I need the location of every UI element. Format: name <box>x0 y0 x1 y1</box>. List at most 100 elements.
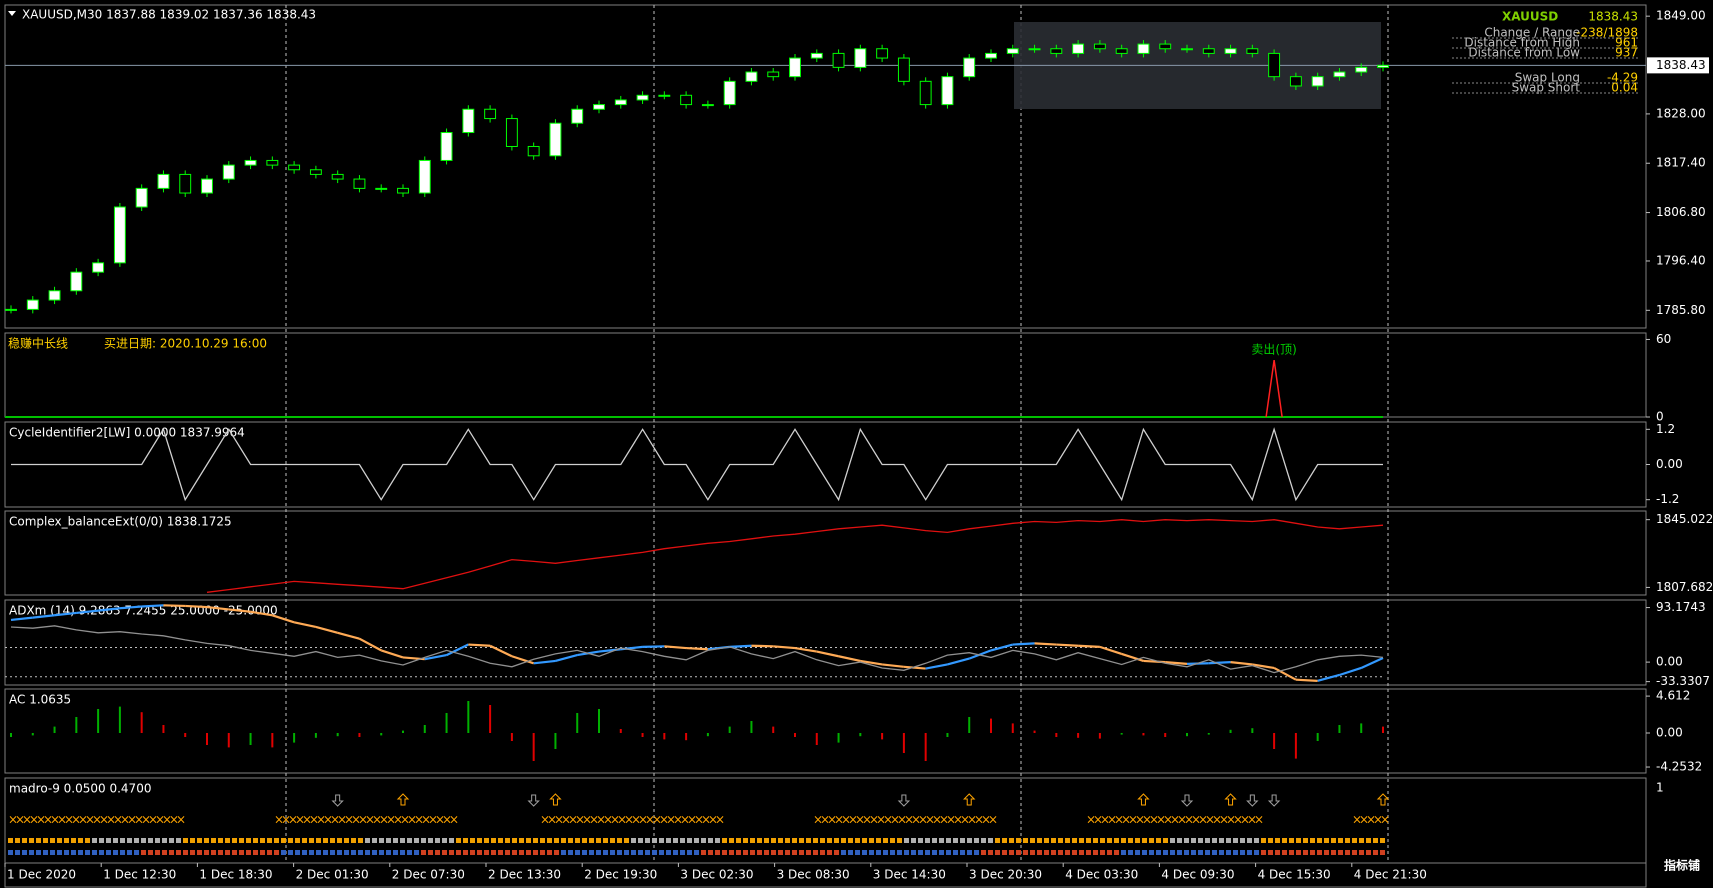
state-square <box>470 838 475 843</box>
trend-square <box>568 850 573 855</box>
star-marker: × <box>442 813 452 827</box>
trend-square <box>820 850 825 855</box>
trend-square <box>1002 850 1007 855</box>
star-marker: × <box>939 813 949 827</box>
trend-square <box>505 850 510 855</box>
ac-bar <box>1011 723 1014 733</box>
trend-square <box>365 850 370 855</box>
trend-square <box>1149 850 1154 855</box>
trend-square <box>1044 850 1049 855</box>
candle-body <box>179 173 192 194</box>
ac-bar <box>619 729 622 733</box>
star-marker: × <box>876 813 886 827</box>
y-tick-label: 0.00 <box>1656 457 1683 471</box>
ac-bar <box>489 705 492 733</box>
ac-bar <box>554 733 557 749</box>
trend-square <box>631 850 636 855</box>
state-square <box>932 838 937 843</box>
ac-bar <box>859 733 862 737</box>
star-marker: × <box>1184 813 1194 827</box>
ac-bar <box>1055 733 1058 737</box>
star-marker: × <box>708 813 718 827</box>
state-square <box>1373 838 1378 843</box>
state-square <box>575 838 580 843</box>
trend-square <box>904 850 909 855</box>
state-square <box>288 838 293 843</box>
state-square <box>1247 838 1252 843</box>
adx-segment <box>1252 663 1275 670</box>
y-tick-label: 0 <box>1656 410 1664 424</box>
state-square <box>113 838 118 843</box>
trend-square <box>1261 850 1266 855</box>
signal-annotation: 卖出(顶) <box>1251 343 1296 357</box>
candle-body <box>1355 66 1368 73</box>
ac-bar <box>1229 729 1232 733</box>
trend-square <box>323 850 328 855</box>
state-square <box>1303 838 1308 843</box>
trend-square <box>267 850 272 855</box>
state-square <box>1261 838 1266 843</box>
star-marker: × <box>554 813 564 827</box>
candle-body <box>789 57 801 78</box>
star-marker: × <box>428 813 438 827</box>
star-marker: × <box>351 813 361 827</box>
state-square <box>463 838 468 843</box>
candle-body <box>484 108 497 120</box>
candle-body <box>876 48 889 59</box>
star-marker: × <box>302 813 312 827</box>
star-marker: × <box>883 813 893 827</box>
trend-square <box>141 850 146 855</box>
ac-bar <box>293 733 296 743</box>
trend-square <box>519 850 524 855</box>
state-square <box>659 838 664 843</box>
state-square <box>715 838 720 843</box>
state-square <box>1226 838 1231 843</box>
trend-square <box>883 850 888 855</box>
trend-square <box>918 850 923 855</box>
star-marker: × <box>1233 813 1243 827</box>
state-square <box>1156 838 1161 843</box>
state-square <box>673 838 678 843</box>
star-marker: × <box>120 813 130 827</box>
state-square <box>1191 838 1196 843</box>
ac-bar <box>1077 733 1080 738</box>
info-label: Distance from Low <box>1468 46 1580 60</box>
time-label: 1 Dec 18:30 <box>199 868 272 882</box>
state-square <box>491 838 496 843</box>
state-square <box>1198 838 1203 843</box>
state-square <box>820 838 825 843</box>
trend-square <box>428 850 433 855</box>
y-tick-label: -1.2 <box>1656 492 1679 506</box>
buy-date: 买进日期: 2020.10.29 16:00 <box>104 337 267 351</box>
trend-square <box>106 850 111 855</box>
candle-body <box>1028 48 1041 51</box>
state-square <box>533 838 538 843</box>
trend-square <box>995 850 1000 855</box>
trend-square <box>1359 850 1364 855</box>
adx-segment <box>881 663 905 668</box>
state-square <box>1009 838 1014 843</box>
trend-square <box>638 850 643 855</box>
trend-square <box>1072 850 1077 855</box>
trend-square <box>1205 850 1210 855</box>
trend-square <box>92 850 97 855</box>
trend-square <box>463 850 468 855</box>
trend-square <box>1233 850 1238 855</box>
down-arrow <box>897 794 911 807</box>
state-square <box>386 838 391 843</box>
state-square <box>176 838 181 843</box>
time-label: 3 Dec 02:30 <box>680 868 753 882</box>
state-square <box>1289 838 1294 843</box>
state-square <box>379 838 384 843</box>
state-square <box>1366 838 1371 843</box>
state-square <box>897 838 902 843</box>
trend-square <box>211 850 216 855</box>
trend-square <box>778 850 783 855</box>
candle-body <box>745 71 758 82</box>
time-axis <box>4 862 1647 888</box>
state-square <box>505 838 510 843</box>
watermark: 指标铺 <box>1664 858 1700 873</box>
state-square <box>750 838 755 843</box>
adx-segment <box>1295 678 1318 682</box>
trend-square <box>260 850 265 855</box>
